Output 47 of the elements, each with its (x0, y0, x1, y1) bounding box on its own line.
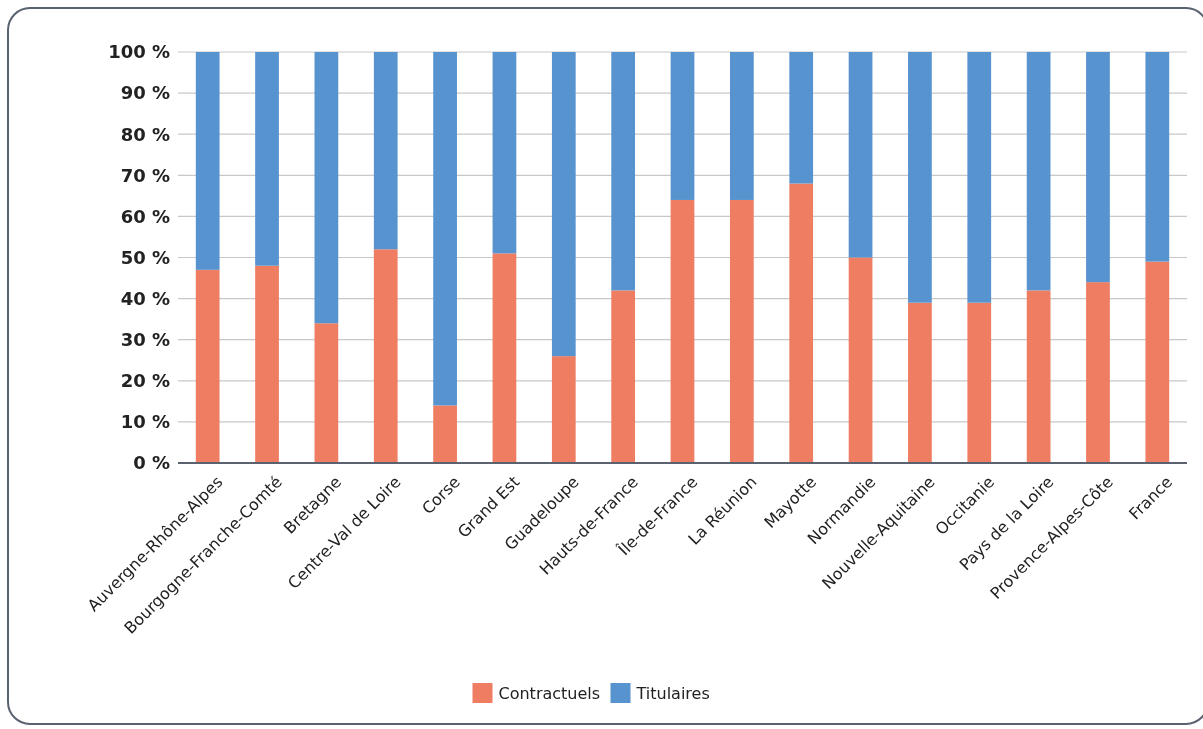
bar (611, 52, 636, 291)
bar (611, 290, 636, 463)
y-tick-label: 30 % (120, 329, 170, 350)
y-tick-label: 100 % (108, 41, 170, 63)
bar (195, 269, 220, 463)
bar (492, 52, 517, 254)
bar (551, 356, 576, 463)
bar (967, 302, 992, 463)
bar (433, 52, 457, 406)
bar (848, 52, 873, 258)
bar (1086, 52, 1110, 283)
bar (314, 52, 339, 324)
bar (1026, 52, 1051, 291)
bar (1145, 52, 1170, 262)
bar (1145, 261, 1170, 463)
bar (373, 52, 398, 250)
legend-label: Titulaires (635, 683, 710, 703)
y-tick-label: 0 % (133, 452, 170, 474)
bar (789, 183, 814, 463)
y-tick-label: 20 % (120, 370, 170, 392)
y-tick-label: 90 % (120, 82, 170, 104)
bar (255, 52, 279, 266)
bar (195, 52, 220, 270)
bar (670, 52, 695, 200)
bar (433, 405, 457, 463)
bar (314, 323, 339, 463)
y-tick-label: 50 % (120, 246, 170, 268)
bar (551, 52, 576, 357)
bar (1086, 282, 1110, 463)
y-tick-label: 10 % (120, 411, 170, 433)
bar (373, 249, 398, 463)
y-tick-label: 60 % (120, 205, 170, 227)
legend-label: Contractuels (498, 683, 601, 703)
bar (848, 257, 873, 463)
bar (789, 52, 814, 184)
bar (670, 199, 695, 463)
y-tick-label: 80 % (120, 123, 170, 145)
bar (492, 253, 517, 463)
bar (908, 52, 932, 303)
bar (908, 302, 932, 463)
bar (729, 199, 754, 463)
bar (1026, 290, 1051, 463)
bar (729, 52, 754, 200)
y-tick-label: 70 % (120, 164, 170, 186)
bar (967, 52, 992, 303)
bar (255, 265, 279, 463)
y-tick-label: 40 % (120, 287, 170, 309)
